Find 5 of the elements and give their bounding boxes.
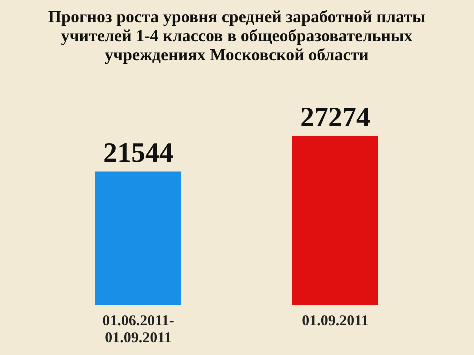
x-tick-label: 01.09.2011	[302, 314, 369, 330]
data-label: 21544	[104, 138, 174, 169]
data-label: 27274	[300, 102, 370, 134]
x-tick-label: 01.06.2011- 01.09.2011	[102, 314, 174, 346]
chart-title: Прогноз роста уровня средней заработной платы учителей 1-4 классов в общеобразовательных учреждениях Московской области	[48, 7, 426, 64]
